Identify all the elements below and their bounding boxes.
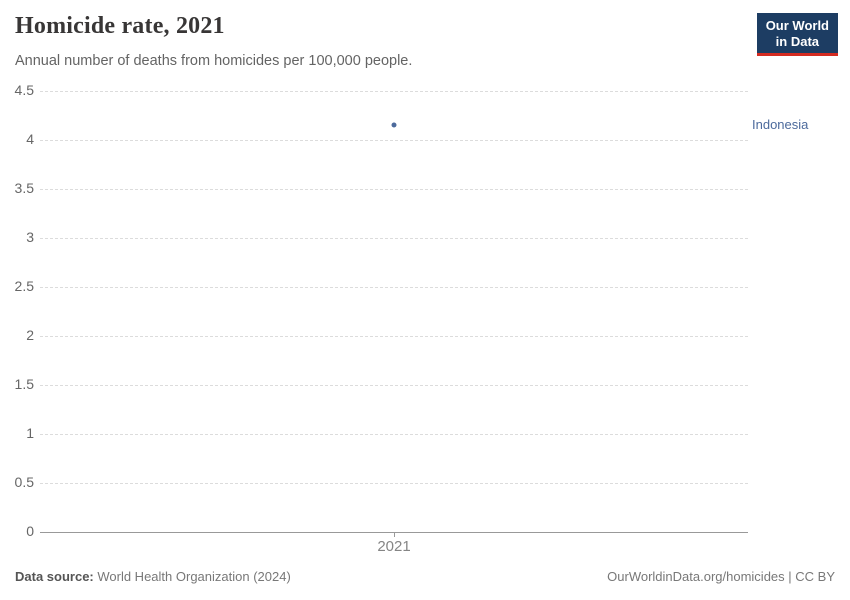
data-source-note: Data source: World Health Organization (… (15, 569, 291, 584)
gridline (40, 287, 748, 288)
y-tick-label: 2 (26, 327, 34, 343)
chart-subtitle: Annual number of deaths from homicides p… (15, 53, 413, 69)
gridline (40, 140, 748, 141)
y-tick-label: 0 (26, 523, 34, 539)
gridline (40, 483, 748, 484)
x-tick-mark (394, 532, 395, 537)
data-source-value: World Health Organization (2024) (93, 569, 291, 584)
y-tick-label: 4 (26, 131, 34, 147)
y-tick-label: 0.5 (14, 474, 34, 490)
owid-logo[interactable]: Our World in Data (756, 13, 838, 57)
page-title: Homicide rate, 2021 (15, 13, 225, 39)
credit-link[interactable]: OurWorldinData.org/homicides | CC BY (607, 569, 835, 584)
y-tick-label: 2.5 (14, 278, 34, 294)
y-tick-label: 1 (26, 425, 34, 441)
owid-logo-line2: in Data (775, 33, 820, 49)
y-tick-label: 4.5 (14, 82, 34, 98)
gridline (40, 336, 748, 337)
gridline (40, 434, 748, 435)
y-tick-label: 3.5 (14, 180, 34, 196)
data-source-label: Data source: (15, 569, 94, 584)
x-tick-label: 2021 (377, 538, 411, 555)
gridline (40, 385, 748, 386)
owid-logo-line1: Our World (765, 18, 829, 33)
y-tick-label: 3 (26, 229, 34, 245)
entity-label-indonesia[interactable]: Indonesia (752, 117, 809, 133)
gridline (40, 91, 748, 92)
gridline (40, 189, 748, 190)
gridline (40, 238, 748, 239)
y-tick-label: 1.5 (14, 376, 34, 392)
data-point-indonesia[interactable] (391, 122, 397, 128)
